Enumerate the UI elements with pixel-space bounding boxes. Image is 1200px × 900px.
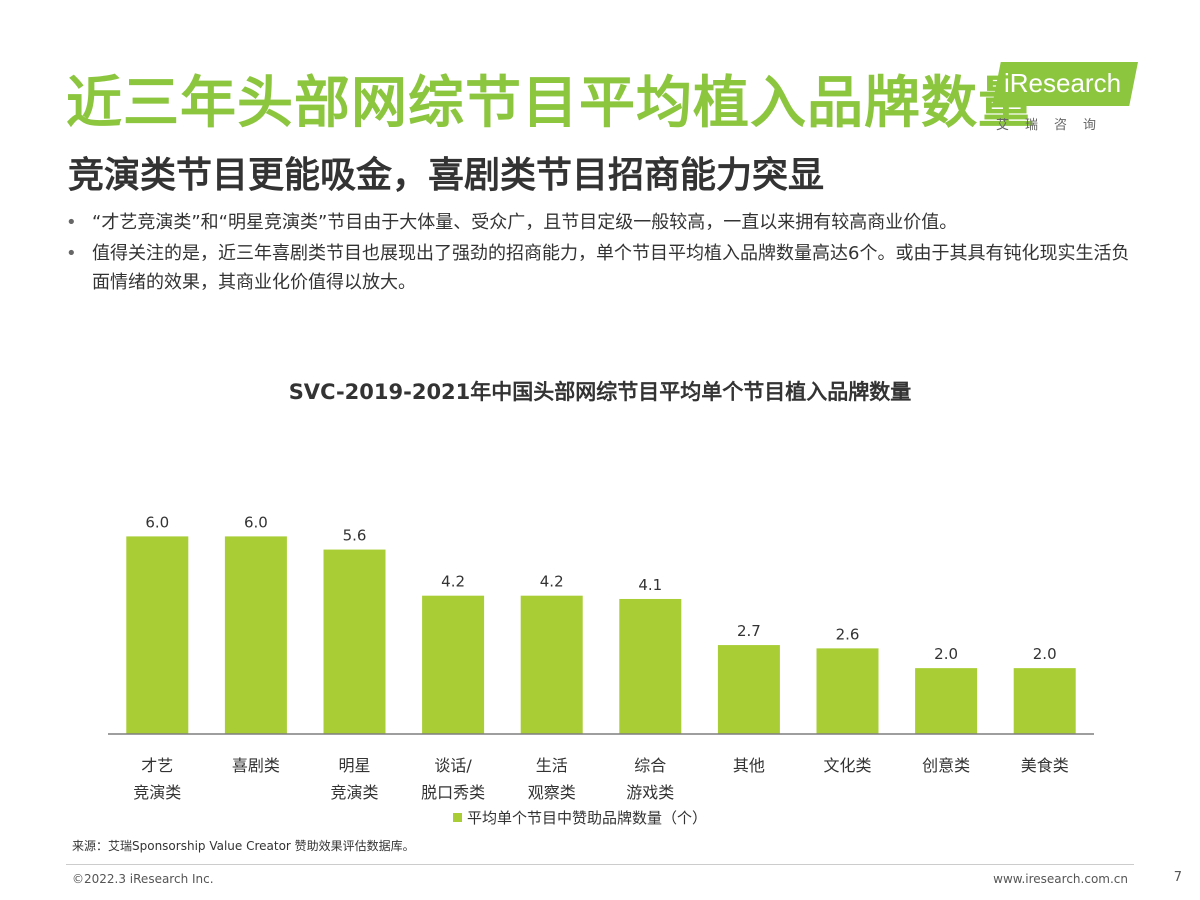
x-tick-label: 明星 — [338, 756, 370, 775]
x-tick-label: 其他 — [733, 756, 765, 775]
data-label: 4.2 — [540, 573, 564, 591]
bar — [816, 648, 879, 734]
data-label: 2.6 — [836, 625, 860, 643]
data-label: 4.1 — [638, 576, 662, 594]
page-subtitle: 竞演类节目更能吸金，喜剧类节目招商能力突显 — [68, 155, 825, 196]
iresearch-logo: iResearch 艾瑞咨询 — [988, 62, 1140, 134]
x-tick-label: 文化类 — [823, 756, 871, 775]
data-label: 2.7 — [737, 622, 761, 640]
bar — [915, 668, 978, 734]
x-tick-label: 脱口秀类 — [421, 783, 485, 802]
page-title: 近三年头部网综节目平均植入品牌数量 — [66, 71, 1035, 136]
x-tick-label: 喜剧类 — [232, 756, 280, 775]
bullet-item: • 值得关注的是，近三年喜剧类节目也展现出了强劲的招商能力，单个节目平均植入品牌… — [66, 239, 1146, 297]
legend-swatch — [453, 813, 462, 822]
x-tick-label: 游戏类 — [626, 783, 674, 802]
website-link[interactable]: www.iresearch.com.cn — [993, 872, 1128, 886]
chart-title: SVC-2019-2021年中国头部网综节目平均单个节目植入品牌数量 — [288, 380, 912, 404]
x-tick-label: 谈话/ — [434, 756, 472, 775]
x-tick-label: 创意类 — [922, 756, 970, 775]
x-tick-label: 观察类 — [528, 783, 576, 802]
bar — [126, 536, 189, 734]
data-label: 6.0 — [145, 513, 169, 531]
x-tick-label: 综合 — [634, 756, 666, 775]
x-tick-label: 美食类 — [1021, 756, 1069, 775]
logo-chinese-text: 艾瑞咨询 — [996, 118, 1113, 133]
x-tick-label: 竞演类 — [133, 783, 181, 802]
legend-label: 平均单个节目中赞助品牌数量（个） — [467, 809, 707, 827]
bar — [422, 595, 485, 734]
bar — [520, 595, 583, 734]
x-tick-label: 生活 — [536, 756, 568, 775]
data-label: 5.6 — [343, 527, 367, 545]
bullet-item: • “才艺竞演类”和“明星竞演类”节目由于大体量、受众广，且节目定级一般较高，一… — [66, 208, 1146, 237]
bar — [323, 549, 386, 734]
logo-badge: iResearch — [992, 62, 1138, 106]
bullet-text: “才艺竞演类”和“明星竞演类”节目由于大体量、受众广，且节目定级一般较高，一直以… — [92, 212, 958, 233]
source-note: 来源：艾瑞Sponsorship Value Creator 赞助效果评估数据库… — [72, 839, 415, 853]
bar — [717, 645, 780, 734]
bar — [619, 598, 682, 734]
bar — [224, 536, 287, 734]
data-label: 2.0 — [1033, 645, 1057, 663]
logo-brand-text: iResearch — [1004, 68, 1122, 98]
bullet-marker: • — [66, 243, 77, 264]
x-tick-label: 才艺 — [141, 756, 173, 775]
bullet-marker: • — [66, 212, 77, 233]
page-number: 7 — [1173, 870, 1182, 885]
data-label: 4.2 — [441, 573, 465, 591]
bullet-text: 值得关注的是，近三年喜剧类节目也展现出了强劲的招商能力，单个节目平均植入品牌数量… — [92, 243, 1130, 293]
bar — [1013, 668, 1076, 734]
bullet-list: • “才艺竞演类”和“明星竞演类”节目由于大体量、受众广，且节目定级一般较高，一… — [66, 208, 1146, 299]
data-label: 6.0 — [244, 513, 268, 531]
data-label: 2.0 — [934, 645, 958, 663]
x-tick-label: 竞演类 — [330, 783, 378, 802]
copyright-text: ©2022.3 iResearch Inc. — [72, 872, 214, 886]
footer-divider — [66, 864, 1134, 865]
